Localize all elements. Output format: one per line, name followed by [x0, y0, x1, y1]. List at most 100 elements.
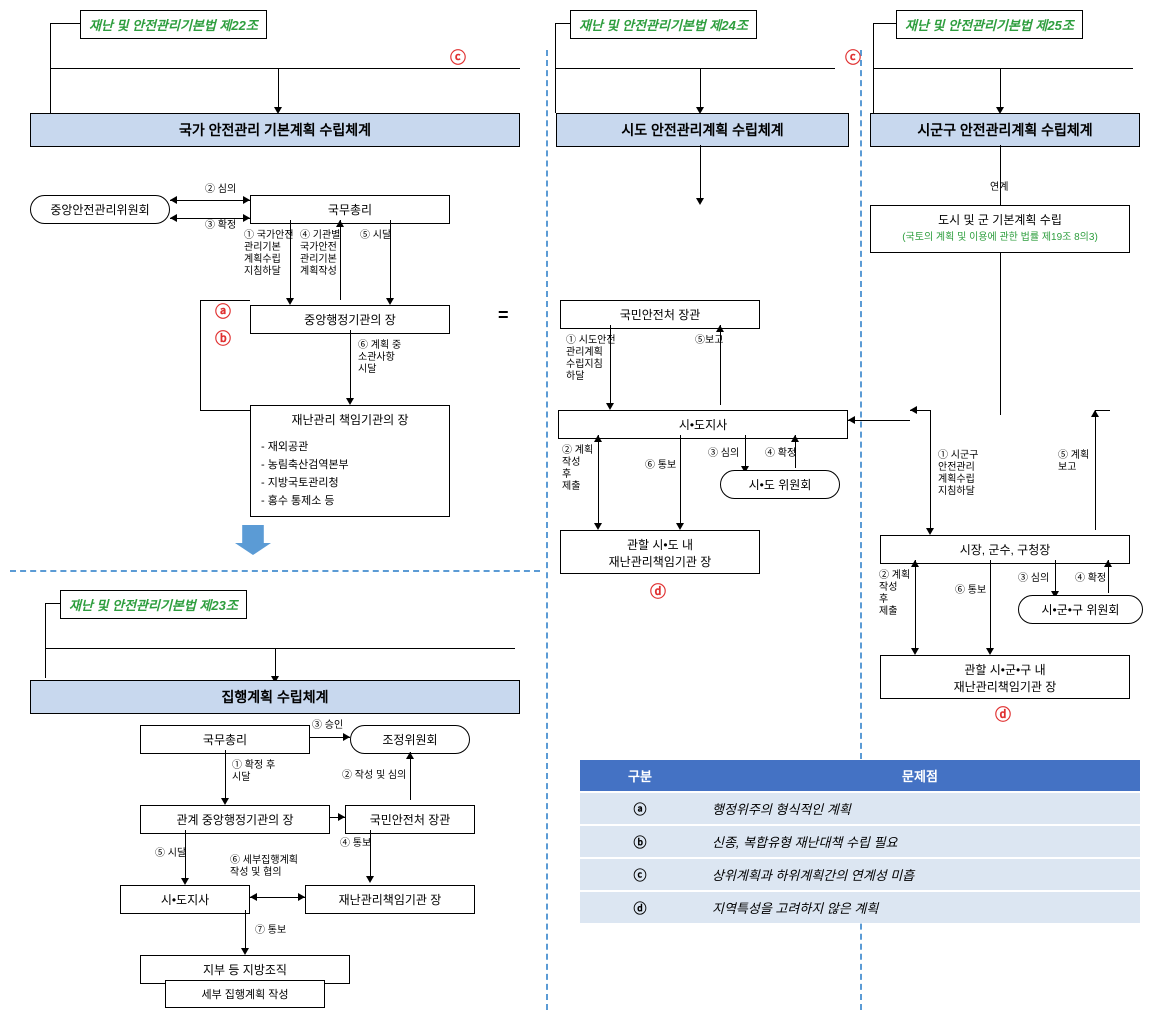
table-header-issue: 문제점 [700, 760, 1140, 792]
node-prime-minister: 국무총리 [250, 195, 450, 224]
connector [915, 560, 916, 650]
label-ex1: ① 확정 후시달 [232, 760, 275, 784]
arrow-head [170, 214, 177, 222]
arrow-head [243, 214, 250, 222]
label-sd6: ⑥ 통보 [645, 460, 676, 472]
label-ex6: ⑥ 세부집행계획작성 및 협의 [230, 855, 298, 879]
connector [990, 560, 991, 650]
section-header-execution: 집행계획 수립체계 [30, 680, 520, 714]
arrow-head [926, 528, 934, 535]
table-row: ⓒ 상위계획과 하위계획간의 연계성 미흡 [580, 858, 1140, 891]
connector [1095, 410, 1096, 530]
label-sgg1: ① 시군구안전관리계획수립지침하달 [938, 450, 978, 498]
marker-d-2: ⓓ [995, 701, 1011, 725]
law-label-23: 재난 및 안전관리기본법 제23조 [60, 590, 247, 619]
arrow-head [696, 198, 704, 205]
label-sgg6: ⑥ 통보 [955, 585, 986, 597]
column-divider-1 [546, 50, 548, 1010]
label-sd2: ② 계획작성후제출 [562, 445, 593, 493]
arrow-head [911, 560, 919, 567]
arrow-head [1104, 560, 1112, 567]
label-1: ① 국가안전관리기본계획수립지침하달 [244, 230, 294, 278]
node-mps-2: 국민안전처 장관 [345, 805, 475, 834]
arrow-head [594, 523, 602, 530]
table-row: ⓑ 신종, 복합유형 재난대책 수립 필요 [580, 825, 1140, 858]
connector [45, 648, 515, 649]
connector [250, 897, 305, 898]
label-sgg3: ③ 심의 [1018, 573, 1049, 585]
arrow-head [791, 435, 799, 442]
table-header-category: 구분 [580, 760, 700, 792]
arrow-head [181, 878, 189, 885]
connector [848, 420, 910, 421]
marker-c-2: ⓒ [845, 44, 861, 68]
node-dm-head-2: 재난관리책임기관 장 [305, 885, 475, 914]
arrow-head [848, 416, 855, 424]
label-sgg4: ④ 확정 [1075, 573, 1106, 585]
arrow-head [366, 876, 374, 883]
label-ex5: ⑤ 시달 [155, 848, 186, 860]
connector [555, 68, 835, 69]
arrow-head [343, 733, 350, 741]
row-divider [10, 570, 540, 572]
law-label-25: 재난 및 안전관리기본법 제25조 [896, 10, 1083, 39]
equals-sign: = [498, 305, 509, 326]
connector [1000, 68, 1001, 108]
connector [245, 910, 246, 950]
connector [1055, 560, 1056, 593]
connector [873, 68, 1133, 69]
node-dm-list: - 재외공관 - 농림축산검역본부 - 지방국토관리청 - 홍수 통제소 등 [250, 430, 450, 517]
connector [700, 68, 701, 108]
issue-table: 구분 문제점 ⓐ 행정위주의 형식적인 계획 ⓑ 신종, 복합유형 재난대책 수… [580, 760, 1140, 923]
bracket [200, 300, 201, 410]
connector [350, 330, 351, 400]
connector [45, 603, 46, 678]
marker-a: ⓐ [215, 298, 231, 322]
down-arrow-icon [235, 525, 271, 555]
arrow-head [676, 523, 684, 530]
node-rel-cag-head: 관계 중앙행정기관의 장 [140, 805, 330, 834]
label-ex2: ② 작성 및 심의 [342, 770, 406, 782]
section-header-sigungu: 시군구 안전관리계획 수립체계 [870, 113, 1140, 147]
arrow-head [346, 398, 354, 405]
arrow-head [911, 648, 919, 655]
label-sd5: ⑤보고 [695, 335, 723, 347]
label-linkage: 연계 [990, 182, 1008, 194]
arrow-head [298, 893, 305, 901]
arrow-head [986, 648, 994, 655]
connector [50, 68, 520, 69]
label-sgg2: ② 계획작성후제출 [879, 570, 910, 618]
label-6: ⑥ 계획 중소관사항시달 [358, 340, 401, 376]
arrow-head [716, 325, 724, 332]
arrow-head [250, 893, 257, 901]
label-ex4: ④ 통보 [340, 838, 371, 850]
table-row: ⓐ 행정위주의 형식적인 계획 [580, 792, 1140, 825]
node-sd-committee: 시•도 위원회 [720, 470, 840, 499]
connector [45, 603, 60, 604]
connector [680, 435, 681, 525]
connector [930, 410, 931, 530]
connector [170, 218, 250, 219]
section-header-sido: 시도 안전관리계획 수립체계 [556, 113, 849, 147]
node-sd-dm-head: 관할 시•도 내 재난관리책임기관 장 [560, 530, 760, 574]
arrow-head [386, 298, 394, 305]
table-row: ⓓ 지역특성을 고려하지 않은 계획 [580, 891, 1140, 923]
marker-d-1: ⓓ [650, 578, 666, 602]
arrow-head [338, 813, 345, 821]
node-detail-plan: 세부 집행계획 작성 [165, 980, 325, 1008]
label-sd1: ① 시도안전관리계획수립지침하달 [566, 335, 616, 383]
label-sd4: ④ 확정 [765, 448, 796, 460]
label-confirm: ③ 확정 [205, 220, 236, 232]
arrow-head [336, 220, 344, 227]
arrow-head [243, 196, 250, 204]
label-sgg5: ⑤ 계획보고 [1058, 450, 1089, 474]
node-sgg-committee: 시•군•구 위원회 [1018, 595, 1143, 624]
label-review: ② 심의 [205, 184, 236, 196]
node-mps: 국민안전처 장관 [560, 300, 760, 329]
arrow-head [221, 798, 229, 805]
connector [700, 145, 701, 200]
node-city-plan: 도시 및 군 기본계획 수립 (국토의 계획 및 이용에 관한 법률 제19조 … [870, 205, 1130, 253]
connector [50, 23, 80, 24]
node-governor-2: 시•도지사 [120, 885, 250, 914]
marker-c-1: ⓒ [450, 44, 466, 68]
